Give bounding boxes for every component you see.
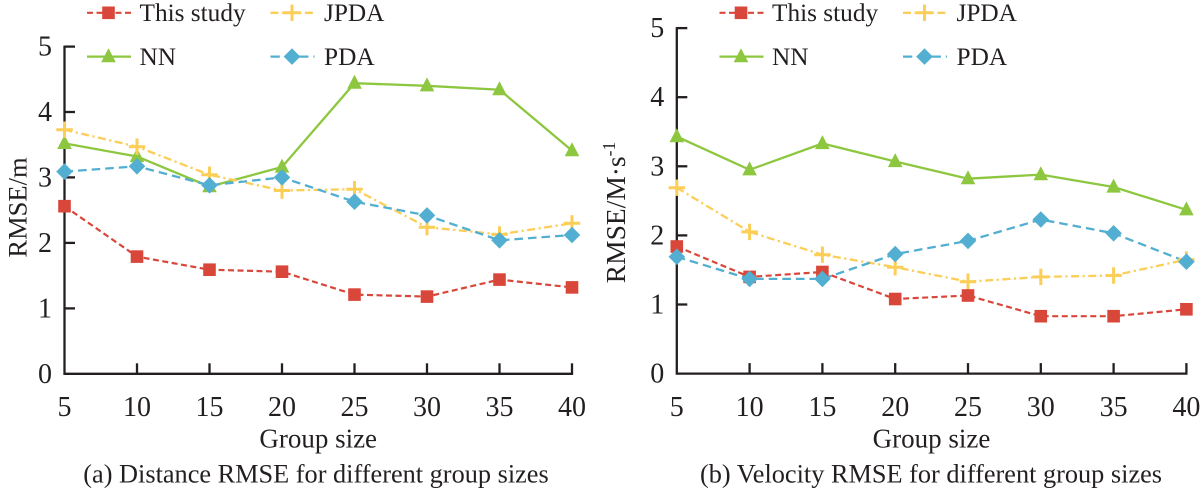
svg-text:Group size: Group size xyxy=(873,424,991,454)
svg-text:40: 40 xyxy=(1172,392,1200,423)
svg-text:5: 5 xyxy=(58,392,72,423)
svg-text:Group size: Group size xyxy=(259,424,377,454)
svg-text:JPDA: JPDA xyxy=(324,0,385,27)
svg-text:RMSE/M·s-1: RMSE/M·s-1 xyxy=(599,142,631,283)
svg-text:This study: This study xyxy=(140,0,246,27)
svg-text:PDA: PDA xyxy=(324,43,375,71)
svg-text:0: 0 xyxy=(650,359,664,390)
svg-text:25: 25 xyxy=(341,392,369,423)
svg-text:20: 20 xyxy=(268,392,296,423)
svg-text:35: 35 xyxy=(486,392,514,423)
svg-text:40: 40 xyxy=(558,392,586,423)
svg-text:JPDA: JPDA xyxy=(957,0,1018,27)
svg-text:PDA: PDA xyxy=(957,43,1008,71)
svg-text:4: 4 xyxy=(38,97,52,128)
svg-text:30: 30 xyxy=(1027,392,1055,423)
svg-text:(a) Distance RMSE for differen: (a) Distance RMSE for different group si… xyxy=(83,460,548,489)
svg-text:3: 3 xyxy=(38,162,52,193)
svg-text:1: 1 xyxy=(650,290,664,321)
svg-text:NN: NN xyxy=(140,43,177,71)
svg-text:1: 1 xyxy=(38,293,52,324)
svg-text:35: 35 xyxy=(1100,392,1128,423)
svg-text:10: 10 xyxy=(123,392,151,423)
svg-text:(b) Velocity RMSE for differen: (b) Velocity RMSE for different group si… xyxy=(700,460,1162,489)
svg-text:5: 5 xyxy=(650,13,664,44)
svg-text:0: 0 xyxy=(38,359,52,390)
svg-text:25: 25 xyxy=(954,392,982,423)
svg-text:15: 15 xyxy=(196,392,224,423)
svg-text:3: 3 xyxy=(650,151,664,182)
svg-text:5: 5 xyxy=(38,32,52,63)
svg-text:20: 20 xyxy=(881,392,909,423)
svg-text:10: 10 xyxy=(736,392,764,423)
svg-text:NN: NN xyxy=(772,43,809,71)
svg-text:2: 2 xyxy=(650,220,664,251)
svg-text:4: 4 xyxy=(650,82,664,113)
svg-text:15: 15 xyxy=(808,392,836,423)
svg-text:This study: This study xyxy=(772,0,878,27)
svg-text:30: 30 xyxy=(413,392,441,423)
svg-text:RMSE/m: RMSE/m xyxy=(2,157,32,258)
svg-text:5: 5 xyxy=(670,392,684,423)
svg-text:2: 2 xyxy=(38,228,52,259)
